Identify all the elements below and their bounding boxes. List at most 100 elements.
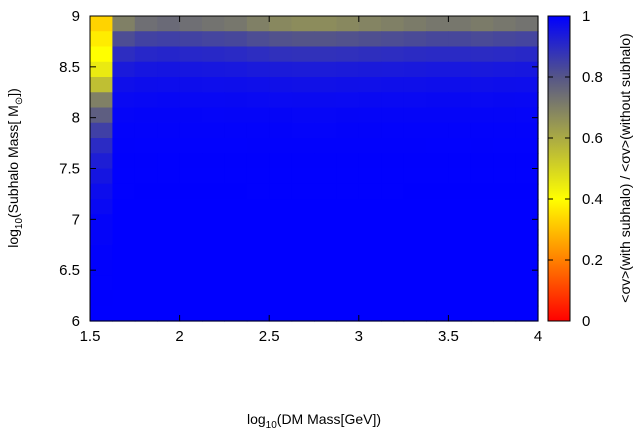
- heatmap-cell: [246, 305, 270, 322]
- heatmap-cell: [515, 183, 539, 200]
- heatmap-cell: [314, 260, 337, 276]
- heatmap-cell: [157, 229, 181, 246]
- heatmap-cell: [426, 214, 449, 231]
- heatmap-cell: [246, 16, 270, 32]
- heatmap-cell: [224, 290, 248, 307]
- heatmap-cell: [157, 92, 181, 109]
- heatmap-cell: [179, 199, 203, 215]
- heatmap-cell: [112, 138, 136, 154]
- heatmap-cell: [336, 260, 360, 276]
- heatmap-cell: [448, 46, 472, 63]
- heatmap-cell: [179, 214, 203, 231]
- heatmap-cell: [291, 290, 315, 307]
- heatmap-cell: [470, 46, 494, 63]
- heatmap-cell: [90, 214, 113, 231]
- heatmap-cell: [134, 46, 158, 63]
- heatmap-cell: [515, 153, 539, 170]
- heatmap-cell: [426, 290, 449, 307]
- heatmap-cell: [224, 305, 248, 322]
- heatmap-cell: [493, 138, 517, 154]
- heatmap-cell: [90, 138, 113, 154]
- heatmap-cell: [291, 305, 315, 322]
- heatmap-cell: [112, 31, 136, 48]
- heatmap-cell: [90, 168, 113, 185]
- heatmap-cell: [336, 199, 360, 215]
- heatmap-cell: [358, 153, 382, 170]
- heatmap-cell: [381, 92, 405, 109]
- heatmap-cell: [112, 92, 136, 109]
- heatmap-cell: [336, 31, 360, 48]
- heatmap-cell: [134, 229, 158, 246]
- heatmap-cell: [179, 31, 203, 48]
- heatmap-cell: [470, 244, 494, 261]
- heatmap-cell: [358, 77, 382, 93]
- heatmap-cell: [224, 153, 248, 170]
- heatmap-cell: [112, 122, 136, 139]
- heatmap-cell: [202, 214, 225, 231]
- heatmap-cell: [336, 168, 360, 185]
- y-axis-ticks: 6 6.5 7 7.5 8 8.5 9: [59, 8, 538, 330]
- heatmap-cell: [448, 168, 472, 185]
- heatmap-cell: [224, 46, 248, 63]
- heatmap-cell: [403, 61, 427, 78]
- heatmap-cell: [403, 138, 427, 154]
- heatmap-cell: [314, 275, 337, 292]
- heatmap-cell: [134, 199, 158, 215]
- heatmap-cell: [112, 61, 136, 78]
- heatmap-cell: [336, 183, 360, 200]
- heatmap-cell: [202, 61, 225, 78]
- heatmap-cell: [314, 229, 337, 246]
- heatmap-cell: [515, 275, 539, 292]
- heatmap-cell: [90, 199, 113, 215]
- heatmap-cell: [224, 244, 248, 261]
- heatmap-cell: [493, 305, 517, 322]
- heatmap-cell: [358, 46, 382, 63]
- heatmap-cell: [202, 138, 225, 154]
- heatmap-cell: [246, 122, 270, 139]
- heatmap-cell: [358, 229, 382, 246]
- heatmap-cell: [246, 290, 270, 307]
- heatmap-cell: [246, 275, 270, 292]
- heatmap-cell: [448, 183, 472, 200]
- heatmap-cell: [112, 214, 136, 231]
- heatmap-cell: [448, 61, 472, 78]
- heatmap-cell: [470, 199, 494, 215]
- heatmap-cell: [493, 275, 517, 292]
- heatmap-cell: [269, 183, 293, 200]
- heatmap-cell: [426, 183, 449, 200]
- heatmap-cell: [202, 199, 225, 215]
- heatmap-cell: [224, 275, 248, 292]
- heatmap-cell: [134, 61, 158, 78]
- heatmap-cell: [291, 138, 315, 154]
- heatmap-cell: [358, 92, 382, 109]
- heatmap-cell: [493, 77, 517, 93]
- heatmap-cell: [493, 244, 517, 261]
- heatmap-cell: [224, 31, 248, 48]
- heatmap-cell: [112, 275, 136, 292]
- heatmap-cell: [291, 153, 315, 170]
- heatmap-cell: [358, 61, 382, 78]
- heatmap-cell: [403, 46, 427, 63]
- heatmap-cell: [269, 61, 293, 78]
- heatmap-cell: [269, 122, 293, 139]
- heatmap-cell: [403, 260, 427, 276]
- heatmap-cell: [493, 168, 517, 185]
- colorbar-tick-label: 0.4: [582, 191, 603, 208]
- heatmap-cell: [157, 305, 181, 322]
- heatmap-cell: [202, 92, 225, 109]
- heatmap-cell: [246, 168, 270, 185]
- heatmap-cell: [134, 92, 158, 109]
- heatmap-cell: [269, 107, 293, 124]
- heatmap-cell: [269, 199, 293, 215]
- heatmap-cell: [157, 46, 181, 63]
- heatmap-cell: [157, 122, 181, 139]
- x-tick-label: 1.5: [80, 328, 101, 345]
- heatmap-cell: [179, 77, 203, 93]
- heatmap-cell: [470, 214, 494, 231]
- heatmap-cell: [470, 153, 494, 170]
- heatmap-cell: [336, 305, 360, 322]
- heatmap-cell: [134, 153, 158, 170]
- heatmap-cell: [426, 229, 449, 246]
- heatmap-cell: [381, 16, 405, 32]
